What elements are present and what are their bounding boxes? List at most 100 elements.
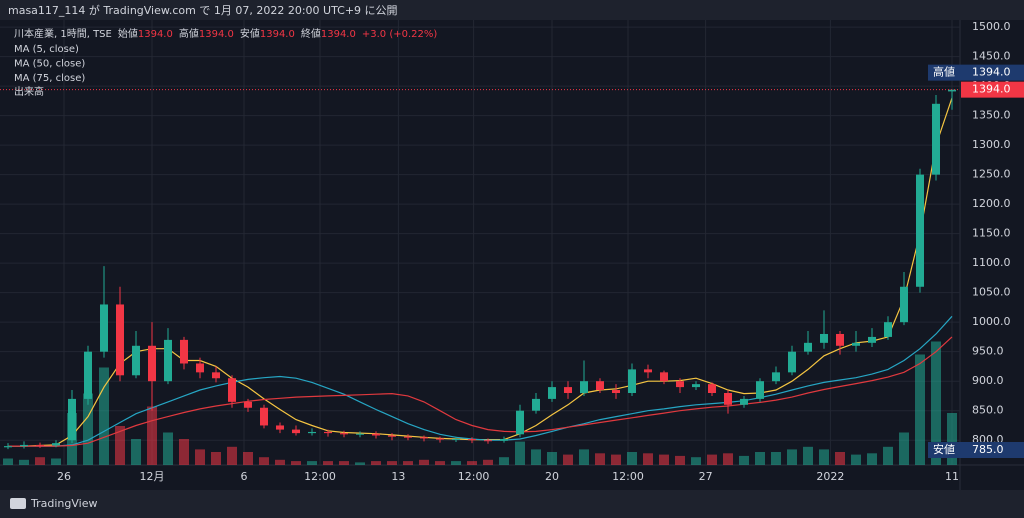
volume-bar	[899, 432, 909, 465]
y-tick-label: 1250.0	[972, 168, 1011, 181]
y-tick-label: 1500.0	[972, 20, 1011, 33]
legend-ohlc-value: 1394.0	[260, 29, 295, 40]
candle-body	[900, 286, 908, 323]
volume-bar	[19, 459, 29, 465]
volume-bar	[83, 393, 93, 465]
legend-ohlc-value: 1394.0	[199, 29, 234, 40]
candle-body	[676, 381, 684, 388]
x-tick-label: 20	[545, 470, 559, 483]
candle-body	[292, 429, 300, 434]
x-tick-label: 11	[945, 470, 959, 483]
volume-bar	[515, 441, 525, 465]
legend-ohlc-label: 安値	[240, 27, 260, 40]
candle-body	[180, 339, 188, 364]
candle-body	[84, 351, 92, 399]
volume-bar	[467, 461, 477, 465]
candle-body	[948, 89, 956, 92]
volume-bar	[419, 459, 429, 465]
volume-bar	[675, 455, 685, 465]
y-tick-label: 1100.0	[972, 256, 1011, 269]
candle-body	[116, 304, 124, 376]
volume-bar	[403, 461, 413, 465]
low-marker-box	[928, 442, 1024, 458]
volume-bar	[819, 449, 829, 465]
volume-bar	[787, 449, 797, 465]
footer-bar	[0, 490, 1024, 518]
candle-body	[356, 433, 364, 435]
candle-body	[228, 378, 236, 402]
volume-bar	[179, 439, 189, 465]
volume-bar	[451, 461, 461, 465]
legend-ohlc-value: 1394.0	[321, 29, 356, 40]
volume-bar	[227, 446, 237, 465]
legend-ma: MA (75, close)	[14, 73, 85, 84]
volume-bar	[115, 426, 125, 465]
candle-body	[628, 369, 636, 393]
candle-body	[148, 345, 156, 382]
volume-bar	[163, 432, 173, 465]
volume-bar	[355, 462, 365, 465]
ma-line	[8, 315, 953, 447]
last-price-box	[961, 81, 1024, 98]
volume-bar	[547, 452, 557, 465]
y-tick-label: 1450.0	[972, 50, 1011, 63]
candle-body	[196, 363, 204, 373]
candle-body	[468, 439, 476, 441]
candle-body	[244, 401, 252, 408]
candle-body	[308, 431, 316, 434]
candle-body	[788, 351, 796, 373]
volume-bar	[883, 446, 893, 465]
candle-body	[132, 345, 140, 376]
volume-bar	[563, 454, 573, 465]
candle-body	[724, 392, 732, 405]
legend-ohlc-label: 終値	[301, 27, 321, 40]
volume-bar	[99, 367, 109, 465]
y-tick-label: 1200.0	[972, 197, 1011, 210]
candle-body	[36, 444, 44, 446]
candle-body	[500, 439, 508, 441]
candle-body	[932, 103, 940, 175]
candle-body	[612, 390, 620, 393]
candle-body	[916, 174, 924, 287]
candle-body	[596, 381, 604, 391]
candle-body	[740, 398, 748, 405]
high-marker-box	[928, 64, 1024, 81]
volume-bar	[323, 461, 333, 465]
volume-bar	[627, 452, 637, 465]
volume-bar	[483, 459, 493, 465]
legend-symbol: 川本産業, 1時間, TSE	[14, 27, 112, 40]
volume-bar	[211, 452, 221, 465]
volume-bar	[275, 459, 285, 465]
x-tick-label: 26	[57, 470, 71, 483]
x-tick-label: 12月	[140, 470, 165, 483]
candle-body	[836, 333, 844, 346]
volume-bar	[691, 457, 701, 465]
volume-bar	[595, 453, 605, 465]
candle-body	[532, 398, 540, 411]
volume-bar	[835, 452, 845, 465]
x-tick-label: 12:00	[304, 470, 336, 483]
candle-body	[548, 387, 556, 399]
volume-bar	[739, 455, 749, 465]
candle-body	[52, 443, 60, 446]
candle-body	[564, 387, 572, 393]
y-tick-label: 1300.0	[972, 138, 1011, 151]
candle-body	[100, 304, 108, 352]
x-tick-label: 27	[699, 470, 713, 483]
y-tick-label: 850.0	[972, 404, 1004, 417]
volume-bar	[339, 461, 349, 465]
candle-body	[452, 439, 460, 441]
volume-bar	[611, 454, 621, 465]
candle-body	[420, 437, 428, 439]
volume-bar	[803, 446, 813, 465]
candle-body	[372, 433, 380, 436]
volume-bar	[947, 413, 957, 465]
legend-main: 川本産業, 1時間, TSE 始値1394.0 高値1394.0 安値1394.0 終値…	[14, 27, 437, 40]
volume-bar	[195, 449, 205, 465]
y-tick-label: 1050.0	[972, 286, 1011, 299]
volume-bar	[931, 341, 941, 465]
volume-bar	[307, 461, 317, 465]
low-marker-label: 785.0	[972, 443, 1004, 456]
legend-ohlc-label: 始値	[118, 27, 138, 40]
volume-bar	[915, 354, 925, 465]
